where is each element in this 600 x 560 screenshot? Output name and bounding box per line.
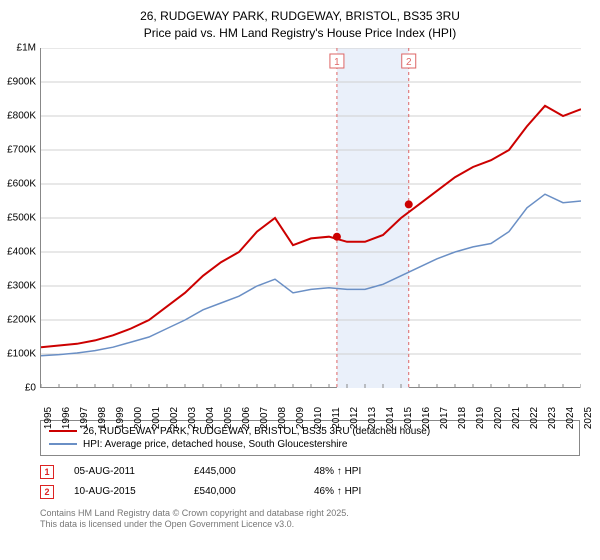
- x-tick-label: 2020: [493, 406, 504, 428]
- title-line2: Price paid vs. HM Land Registry's House …: [10, 25, 590, 42]
- x-tick-label: 2013: [367, 406, 378, 428]
- y-tick-label: £300K: [7, 280, 36, 291]
- marker-box-2: 2: [40, 485, 54, 499]
- x-tick-label: 1997: [79, 406, 90, 428]
- x-tick-label: 2009: [295, 406, 306, 428]
- sale-date-2: 10-AUG-2015: [74, 486, 174, 497]
- x-tick-label: 2005: [223, 406, 234, 428]
- sale-hpi-1: 48% ↑ HPI: [314, 466, 414, 477]
- chart-area: £0£100K£200K£300K£400K£500K£600K£700K£80…: [40, 48, 600, 418]
- sales-row-1: 1 05-AUG-2011 £445,000 48% ↑ HPI: [40, 462, 580, 482]
- y-tick-label: £800K: [7, 110, 36, 121]
- x-tick-label: 2001: [151, 406, 162, 428]
- x-tick-label: 2016: [421, 406, 432, 428]
- x-tick-label: 1999: [115, 406, 126, 428]
- x-axis: 1995199619971998199920002001200220032004…: [40, 390, 580, 420]
- x-tick-label: 2004: [205, 406, 216, 428]
- marker-box-1: 1: [40, 465, 54, 479]
- x-tick-label: 2014: [385, 406, 396, 428]
- sales-row-2: 2 10-AUG-2015 £540,000 46% ↑ HPI: [40, 482, 580, 502]
- x-tick-label: 2025: [583, 406, 594, 428]
- x-tick-label: 2017: [439, 406, 450, 428]
- x-tick-label: 2021: [511, 406, 522, 428]
- footer-line1: Contains HM Land Registry data © Crown c…: [40, 508, 590, 520]
- x-tick-label: 2000: [133, 406, 144, 428]
- y-tick-label: £0: [25, 382, 36, 393]
- x-tick-label: 2015: [403, 406, 414, 428]
- x-tick-label: 2007: [259, 406, 270, 428]
- x-tick-label: 2022: [529, 406, 540, 428]
- title-line1: 26, RUDGEWAY PARK, RUDGEWAY, BRISTOL, BS…: [10, 8, 590, 25]
- legend-label-hpi: HPI: Average price, detached house, Sout…: [83, 439, 347, 450]
- plot-svg: 12: [41, 48, 581, 388]
- svg-text:1: 1: [334, 57, 340, 68]
- x-tick-label: 1998: [97, 406, 108, 428]
- x-tick-label: 2011: [331, 407, 342, 429]
- legend-row-hpi: HPI: Average price, detached house, Sout…: [49, 438, 571, 451]
- sale-price-2: £540,000: [194, 486, 294, 497]
- y-tick-label: £700K: [7, 144, 36, 155]
- sales-table: 1 05-AUG-2011 £445,000 48% ↑ HPI 2 10-AU…: [40, 462, 580, 502]
- x-tick-label: 2002: [169, 406, 180, 428]
- footer-line2: This data is licensed under the Open Gov…: [40, 519, 590, 531]
- y-tick-label: £500K: [7, 212, 36, 223]
- plot-region: 12: [40, 48, 580, 388]
- x-tick-label: 2003: [187, 406, 198, 428]
- x-tick-label: 2012: [349, 406, 360, 428]
- footer: Contains HM Land Registry data © Crown c…: [40, 508, 590, 531]
- y-tick-label: £100K: [7, 348, 36, 359]
- y-tick-label: £400K: [7, 246, 36, 257]
- x-tick-label: 2006: [241, 406, 252, 428]
- x-tick-label: 2010: [313, 406, 324, 428]
- sale-price-1: £445,000: [194, 466, 294, 477]
- sale-hpi-2: 46% ↑ HPI: [314, 486, 414, 497]
- y-tick-label: £1M: [17, 42, 36, 53]
- svg-text:2: 2: [406, 57, 412, 68]
- x-tick-label: 2024: [565, 406, 576, 428]
- y-tick-label: £200K: [7, 314, 36, 325]
- legend-swatch-property: [49, 430, 77, 432]
- x-tick-label: 2023: [547, 406, 558, 428]
- y-tick-label: £900K: [7, 76, 36, 87]
- x-tick-label: 2019: [475, 406, 486, 428]
- x-tick-label: 1995: [43, 406, 54, 428]
- x-tick-label: 2018: [457, 406, 468, 428]
- title-block: 26, RUDGEWAY PARK, RUDGEWAY, BRISTOL, BS…: [10, 8, 590, 42]
- x-tick-label: 1996: [61, 406, 72, 428]
- legend-swatch-hpi: [49, 443, 77, 445]
- y-tick-label: £600K: [7, 178, 36, 189]
- chart-container: 26, RUDGEWAY PARK, RUDGEWAY, BRISTOL, BS…: [0, 0, 600, 560]
- sale-date-1: 05-AUG-2011: [74, 466, 174, 477]
- y-axis: £0 £100K £200K £300K £400K £500K £600K £700K £80…: [10, 48, 38, 418]
- x-tick-label: 2008: [277, 406, 288, 428]
